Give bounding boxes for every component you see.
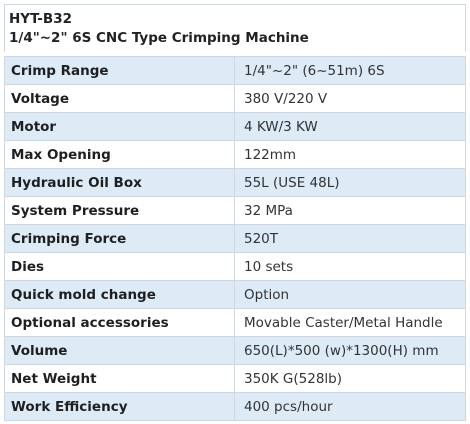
spec-row-optional-accessories: Optional accessories Movable Caster/Meta…: [4, 308, 466, 337]
spec-value: Movable Caster/Metal Handle: [234, 308, 466, 337]
spec-row-work-efficiency: Work Efficiency 400 pcs/hour: [4, 392, 466, 421]
spec-value: 10 sets: [234, 252, 466, 281]
spec-row-hydraulic-oil-box: Hydraulic Oil Box 55L (USE 48L): [4, 168, 466, 197]
spec-value: 350K G(528lb): [234, 364, 466, 393]
spec-label: System Pressure: [4, 196, 235, 225]
spec-row-volume: Volume 650(L)*500 (w)*1300(H) mm: [4, 336, 466, 365]
spec-value: Option: [234, 280, 466, 309]
product-title: 1/4"~2" 6S CNC Type Crimping Machine: [9, 30, 309, 46]
spec-label: Crimping Force: [4, 224, 235, 253]
spec-value: 1/4"~2" (6~51m) 6S: [234, 56, 466, 85]
spec-row-crimping-force: Crimping Force 520T: [4, 224, 466, 253]
spec-row-dies: Dies 10 sets: [4, 252, 466, 281]
spec-value: 55L (USE 48L): [234, 168, 466, 197]
spec-label: Net Weight: [4, 364, 235, 393]
spec-label: Motor: [4, 112, 235, 141]
spec-row-quick-mold-change: Quick mold change Option: [4, 280, 466, 309]
spec-label: Max Opening: [4, 140, 235, 169]
model-number: HYT-B32: [9, 11, 72, 27]
spec-table: Crimp Range 1/4"~2" (6~51m) 6S Voltage 3…: [4, 56, 466, 421]
spec-row-motor: Motor 4 KW/3 KW: [4, 112, 466, 141]
spec-label: Volume: [4, 336, 235, 365]
spec-value: 32 MPa: [234, 196, 466, 225]
spec-row-system-pressure: System Pressure 32 MPa: [4, 196, 466, 225]
spec-value: 520T: [234, 224, 466, 253]
spec-row-crimp-range: Crimp Range 1/4"~2" (6~51m) 6S: [4, 56, 466, 85]
spec-label: Work Efficiency: [4, 392, 235, 421]
spec-label: Quick mold change: [4, 280, 235, 309]
spec-row-net-weight: Net Weight 350K G(528lb): [4, 364, 466, 393]
spec-label: Crimp Range: [4, 56, 235, 85]
spec-value: 400 pcs/hour: [234, 392, 466, 421]
spec-value: 4 KW/3 KW: [234, 112, 466, 141]
spec-value: 650(L)*500 (w)*1300(H) mm: [234, 336, 466, 365]
spec-label: Voltage: [4, 84, 235, 113]
spec-label: Optional accessories: [4, 308, 235, 337]
spec-row-voltage: Voltage 380 V/220 V: [4, 84, 466, 113]
spec-row-max-opening: Max Opening 122mm: [4, 140, 466, 169]
spec-value: 122mm: [234, 140, 466, 169]
spec-label: Dies: [4, 252, 235, 281]
spec-table-body: Crimp Range 1/4"~2" (6~51m) 6S Voltage 3…: [4, 56, 466, 421]
spec-header: HYT-B32 1/4"~2" 6S CNC Type Crimping Mac…: [4, 4, 466, 52]
spec-label: Hydraulic Oil Box: [4, 168, 235, 197]
spec-value: 380 V/220 V: [234, 84, 466, 113]
